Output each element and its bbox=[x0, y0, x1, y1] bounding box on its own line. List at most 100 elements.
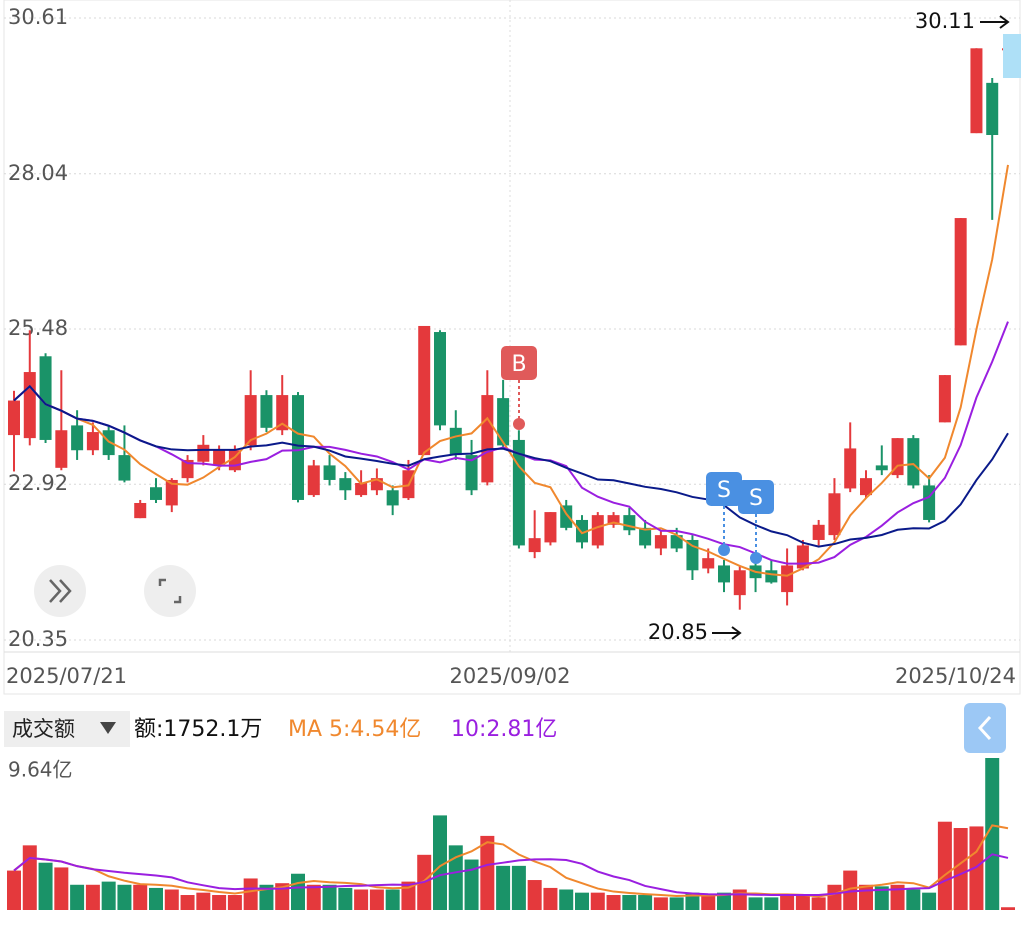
selector-label[interactable]: 成交额 bbox=[12, 717, 75, 741]
volume-bar bbox=[259, 884, 274, 910]
candle-body bbox=[213, 450, 226, 466]
volume-bar bbox=[275, 883, 290, 910]
volume-bar bbox=[953, 828, 968, 910]
volume-bar bbox=[212, 895, 227, 910]
candle-body bbox=[449, 427, 462, 456]
volume-bar bbox=[669, 897, 684, 910]
candle-body bbox=[134, 502, 147, 519]
candle-body bbox=[102, 430, 115, 456]
candle-body bbox=[781, 565, 794, 593]
candle-body bbox=[844, 448, 857, 489]
volume-bar bbox=[922, 892, 937, 910]
candle-body bbox=[828, 493, 841, 536]
candle-body bbox=[718, 565, 730, 583]
volume-bar bbox=[937, 821, 952, 910]
y-tick-label: 22.92 bbox=[8, 471, 68, 495]
date-label: 2025/09/02 bbox=[449, 664, 570, 688]
volume-moving-average bbox=[13, 824, 1009, 898]
volume-bar bbox=[433, 815, 447, 910]
volume-bar bbox=[385, 889, 400, 910]
signal-dot bbox=[718, 544, 730, 556]
volume-bar bbox=[511, 865, 526, 910]
candle-body bbox=[970, 48, 983, 134]
candle-body bbox=[386, 490, 399, 506]
candle-body bbox=[260, 395, 273, 428]
candle-body bbox=[765, 570, 778, 583]
skip-button[interactable] bbox=[34, 565, 86, 617]
price-tag bbox=[1003, 34, 1021, 78]
ma-legend: 10:2.81亿 bbox=[451, 717, 557, 742]
volume-bar bbox=[38, 862, 53, 910]
volume-selector[interactable]: 成交额 bbox=[4, 711, 130, 747]
candle-body bbox=[986, 82, 999, 136]
candle-body bbox=[954, 218, 967, 346]
candle-body bbox=[639, 527, 652, 546]
volume-bar bbox=[322, 884, 337, 910]
signal-label: B bbox=[511, 352, 526, 377]
signal-label: S bbox=[749, 486, 763, 511]
volume-bar bbox=[653, 897, 668, 910]
candle-body bbox=[8, 400, 20, 436]
volume-bar bbox=[780, 895, 795, 910]
candle-body bbox=[465, 455, 478, 491]
volume-bar bbox=[811, 897, 826, 910]
volume-bar bbox=[101, 881, 116, 910]
volume-bar bbox=[22, 845, 37, 910]
volume-bar bbox=[85, 884, 100, 910]
collapse-tab[interactable] bbox=[964, 703, 1006, 753]
candle-body bbox=[607, 515, 620, 525]
volume-bar bbox=[906, 889, 921, 910]
volume-bar bbox=[496, 865, 511, 910]
volume-bar bbox=[606, 895, 621, 910]
candle-body bbox=[181, 459, 194, 479]
fullscreen-button[interactable] bbox=[144, 565, 196, 617]
low-arrow bbox=[712, 626, 742, 640]
volume-bar bbox=[685, 892, 700, 910]
signal-dot bbox=[513, 418, 525, 430]
volume-bar bbox=[890, 884, 905, 910]
volume-bar bbox=[590, 892, 605, 910]
candle-body bbox=[512, 439, 525, 546]
volume-bar bbox=[338, 887, 353, 910]
candle-body bbox=[812, 524, 825, 540]
volume-bar bbox=[54, 867, 69, 910]
candle-body bbox=[481, 395, 494, 483]
volume-bar bbox=[859, 884, 873, 910]
candle-body bbox=[71, 425, 84, 451]
volume-bar bbox=[527, 880, 542, 910]
signal-badge bbox=[501, 346, 537, 380]
ma-legend: MA 5:4.54亿 bbox=[288, 717, 421, 742]
candle-body bbox=[875, 465, 888, 471]
y-tick-label: 25.48 bbox=[8, 316, 68, 340]
candle-body bbox=[654, 535, 667, 549]
candle-body bbox=[576, 519, 588, 543]
volume-bar bbox=[180, 895, 195, 910]
volume-bar bbox=[243, 878, 258, 910]
candle-body bbox=[938, 375, 951, 423]
candle-body bbox=[907, 438, 920, 486]
volume-bar bbox=[133, 884, 148, 910]
volume-bar bbox=[291, 873, 305, 910]
candle-body bbox=[418, 325, 431, 456]
volume-bar bbox=[306, 884, 321, 910]
candle-body bbox=[197, 444, 210, 462]
price-panel bbox=[3, 0, 1021, 695]
volume-bar bbox=[985, 758, 1000, 910]
volume-bar bbox=[843, 870, 858, 910]
amount-label: 额:1752.1万 bbox=[134, 717, 262, 742]
candle-body bbox=[55, 430, 68, 468]
moving-average bbox=[13, 384, 1009, 548]
y-tick-label: 20.35 bbox=[8, 627, 68, 651]
signal-badge bbox=[706, 472, 742, 506]
date-label: 2025/07/21 bbox=[6, 664, 127, 688]
volume-moving-average bbox=[13, 853, 1009, 896]
low-label: 20.85 bbox=[648, 620, 708, 644]
candle-body bbox=[323, 465, 336, 480]
signal-badge bbox=[738, 480, 774, 514]
candle-body bbox=[670, 535, 683, 549]
volume-bar bbox=[701, 895, 716, 910]
candle-body bbox=[860, 478, 872, 496]
volume-bar bbox=[874, 886, 889, 910]
candle-body bbox=[244, 395, 257, 446]
candle-body bbox=[118, 455, 131, 481]
